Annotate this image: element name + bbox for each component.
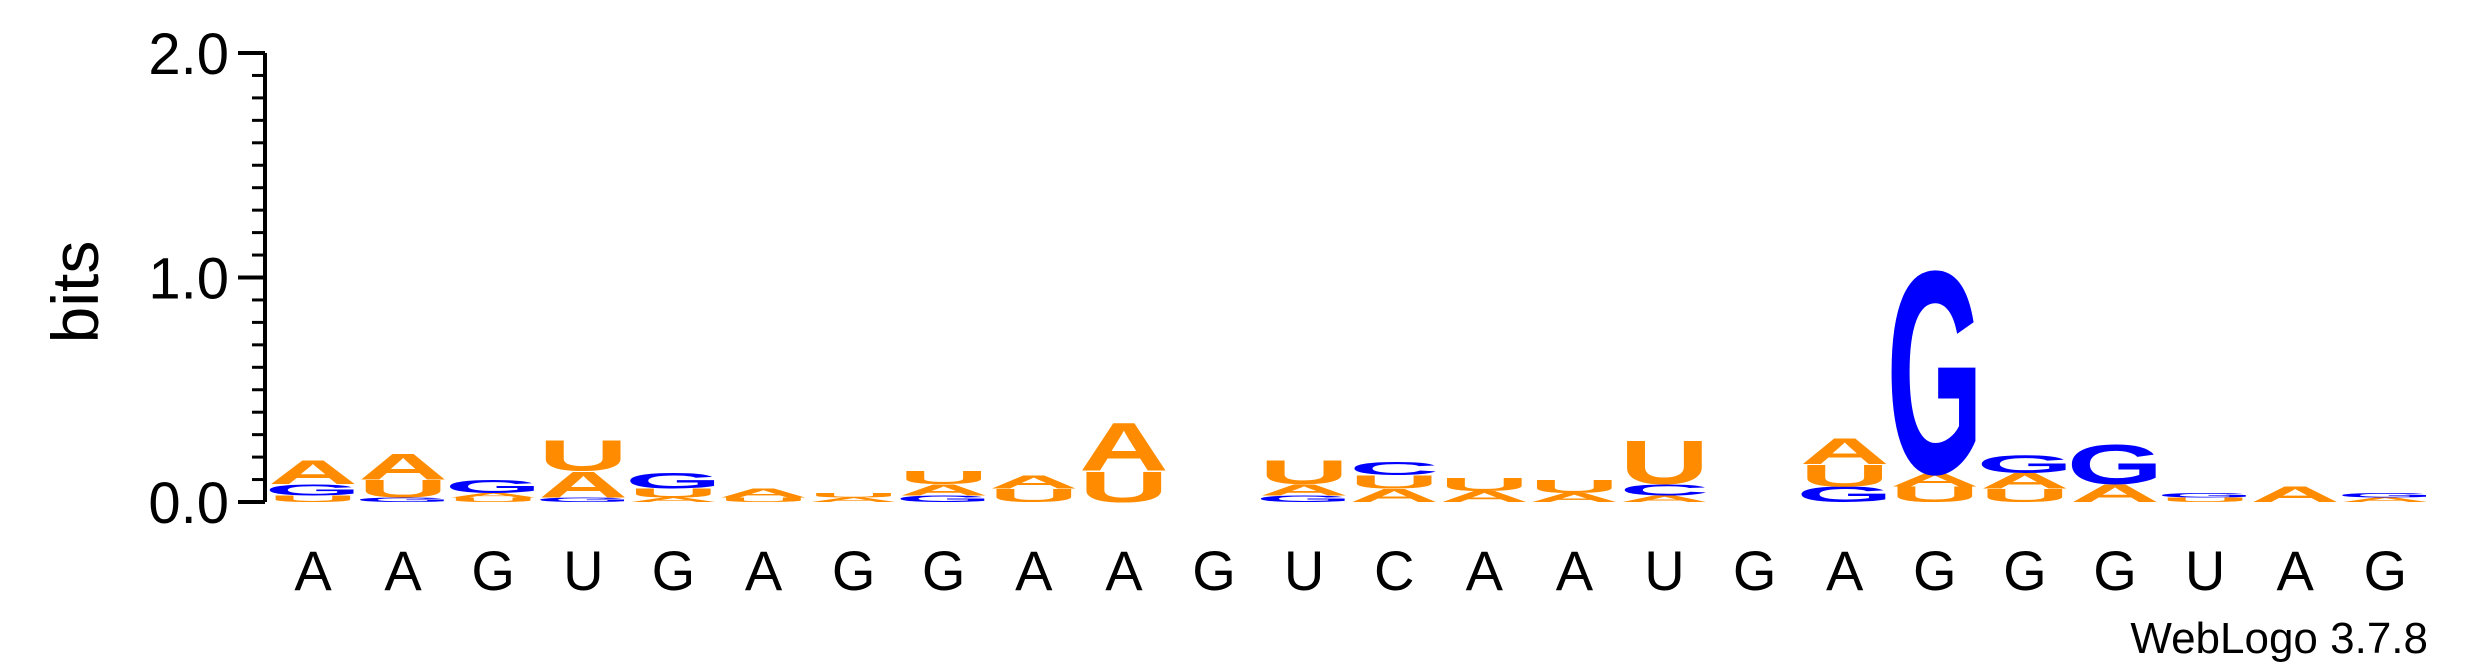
x-tick-label: G [832, 539, 876, 602]
y-axis-label: bits [38, 241, 112, 344]
logo-letter-a: A [809, 496, 899, 503]
x-tick-label: A [294, 539, 332, 602]
logo-letter-g: G [355, 496, 452, 503]
logo-letter-a: A [538, 464, 628, 506]
logo-letter-u: U [448, 496, 538, 503]
x-tick-label: G [1192, 539, 1236, 602]
logo-letter-u: U [1349, 472, 1439, 493]
y-tick-label: 0.0 [148, 471, 229, 536]
x-tick-label: A [1015, 539, 1053, 602]
logo-letter-u: U [1530, 476, 1620, 497]
x-tick-label: G [652, 539, 696, 602]
logo-letter-u: U [358, 475, 448, 503]
logo-letter-g: G [625, 469, 722, 493]
x-tick-label: U [1644, 539, 1684, 602]
logo-letter-c: C [1620, 481, 1710, 498]
x-tick-label: G [471, 539, 515, 602]
logo-letter-u: U [1800, 458, 1890, 493]
x-tick-label: A [2277, 539, 2315, 602]
logo-letter-a: A [1079, 409, 1169, 486]
logo-letter-a: A [2250, 482, 2340, 506]
logo-letter-u: U [1890, 482, 1980, 506]
logo-letter-a: A [1439, 488, 1529, 505]
logo-letter-u: U [1259, 454, 1349, 492]
logo-letter-a: A [629, 496, 719, 503]
logo-letter-u: U [629, 486, 719, 500]
x-tick-label: A [1105, 539, 1143, 602]
logo-letter-g: G [895, 494, 992, 505]
y-tick-label: 1.0 [148, 247, 229, 312]
logo-letter-g: G [1256, 494, 1353, 505]
x-tick-label: A [384, 539, 422, 602]
x-tick-label: G [2093, 539, 2137, 602]
logo-letter-u: U [809, 492, 899, 499]
x-tick-label: A [1466, 539, 1504, 602]
logo-letter-a: A [1620, 494, 1710, 505]
logo-letter-g: G [1886, 212, 1983, 536]
logo-letter-a: A [1800, 430, 1890, 472]
logo-letter-u: U [1980, 485, 2070, 506]
logo-letter-g: G [1977, 450, 2074, 478]
y-tick-label: 2.0 [148, 22, 229, 87]
logo-letter-a: A [2340, 496, 2430, 503]
logo-letter-u: U [2160, 496, 2250, 503]
logo-letter-g: G [2067, 434, 2164, 496]
x-tick-label: G [922, 539, 966, 602]
logo-letter-a: A [1980, 469, 2070, 493]
logo-letter-a: A [1259, 481, 1349, 498]
logo-letter-u: U [268, 494, 358, 505]
logo-letter-a: A [989, 472, 1079, 493]
logo-letter-u: U [989, 485, 1079, 506]
x-tick-label: G [1913, 539, 1957, 602]
logo-letter-u: U [719, 496, 809, 503]
x-tick-label: A [745, 539, 783, 602]
logo-letter-c: C [1349, 458, 1439, 479]
x-tick-label: U [563, 539, 603, 602]
logo-letter-g: G [535, 496, 632, 503]
logo-letter-u: U [538, 431, 628, 480]
logo-letter-g: G [1796, 482, 1893, 506]
logo-letter-u: U [1620, 428, 1710, 498]
logo-letter-g: G [265, 481, 362, 498]
logo-letter-g: G [2337, 492, 2434, 499]
weblogo-version-label: WebLogo 3.7.8 [2130, 614, 2428, 663]
x-tick-label: C [1374, 539, 1414, 602]
logo-letter-a: A [899, 481, 989, 498]
logo-letter-a: A [2070, 479, 2160, 507]
logo-letter-a: A [268, 454, 358, 492]
logo-letter-a: A [448, 492, 538, 499]
x-tick-label: G [1733, 539, 1777, 602]
logo-letter-u: U [899, 467, 989, 488]
logo-letter-a: A [719, 486, 809, 500]
x-tick-label: U [2185, 539, 2225, 602]
logo-letter-a: A [358, 446, 448, 488]
logo-letter-g: G [445, 476, 542, 497]
logo-letter-a: A [1349, 485, 1439, 506]
logo-letter-u: U [1079, 463, 1169, 512]
logo-letter-u: U [1439, 474, 1529, 495]
x-tick-label: G [2364, 539, 2408, 602]
y-axis: 0.0 1.0 2.0 [148, 22, 267, 536]
x-tick-label: A [1556, 539, 1594, 602]
logo-letter-a: A [1890, 469, 1980, 490]
logo-letter-g: G [2157, 492, 2254, 499]
x-tick-label: A [1826, 539, 1864, 602]
x-tick-label: G [2003, 539, 2047, 602]
x-tick-label: U [1284, 539, 1324, 602]
logo-letter-a: A [1530, 491, 1620, 505]
